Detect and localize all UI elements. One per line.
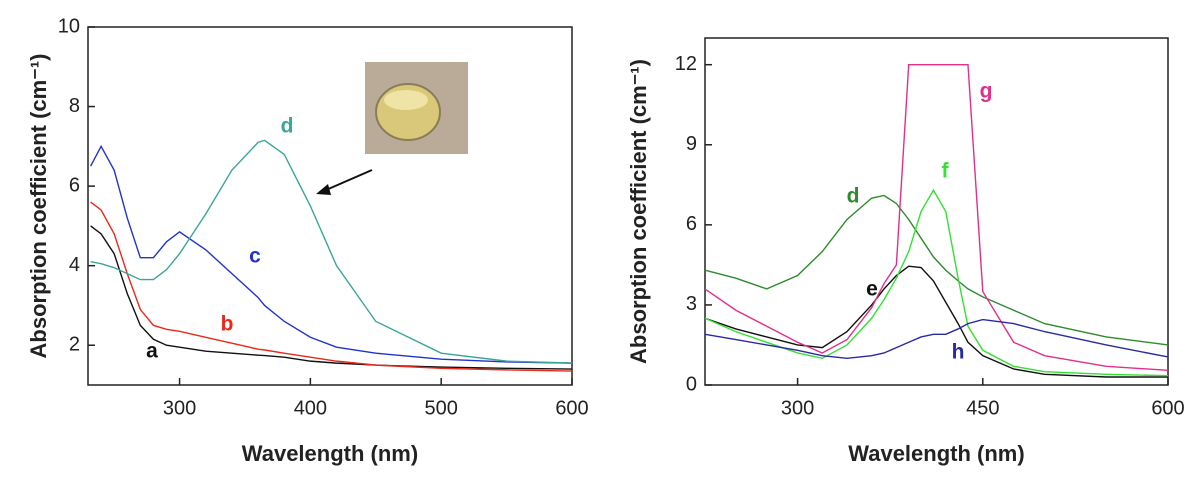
y-tick-label: 4 <box>69 254 80 276</box>
series-line <box>90 139 573 364</box>
y-tick-label: 8 <box>69 95 80 117</box>
y-tick-label: 0 <box>686 373 697 395</box>
series-line <box>704 194 1169 346</box>
y-tick-label: 9 <box>686 133 697 155</box>
series-label: d <box>847 185 860 208</box>
series-label: g <box>980 80 993 103</box>
x-tick-label: 600 <box>555 397 588 419</box>
inset-photo <box>365 62 468 154</box>
x-tick-label: 400 <box>294 397 327 419</box>
x-tick-label: 450 <box>966 397 999 419</box>
y-tick-label: 6 <box>686 213 697 235</box>
arrow-head <box>316 184 331 195</box>
series-label: e <box>866 278 878 301</box>
plot-frame <box>87 26 573 386</box>
x-tick-label: 600 <box>1151 397 1184 419</box>
y-tick-label: 10 <box>58 15 80 37</box>
series-line <box>704 63 1169 372</box>
photo-highlight <box>384 90 428 110</box>
series-label: d <box>281 115 294 138</box>
y-tick-label: 6 <box>69 174 80 196</box>
x-tick-label: 500 <box>425 397 458 419</box>
series-label: a <box>146 340 158 363</box>
series-label: b <box>221 313 234 336</box>
plot-frame <box>704 37 1169 386</box>
series-line <box>704 318 1169 360</box>
series-line <box>90 144 573 364</box>
y-tick-label: 3 <box>686 293 697 315</box>
y-tick-label: 12 <box>675 53 697 75</box>
inset-arrow <box>316 169 373 195</box>
y-axis-label: Absorption coefficient (cm⁻¹) <box>26 54 51 359</box>
series-line <box>704 265 1168 378</box>
arrow-line <box>325 169 373 191</box>
series-label: c <box>249 245 261 268</box>
x-tick-label: 300 <box>781 397 814 419</box>
series-label: f <box>942 160 950 183</box>
series-line <box>704 188 1169 377</box>
series-label: h <box>952 341 965 364</box>
x-tick-label: 300 <box>163 397 196 419</box>
y-axis-label: Absorption coefficient (cm⁻¹) <box>626 59 651 364</box>
x-axis-label: Wavelength (nm) <box>242 441 418 466</box>
x-axis-label: Wavelength (nm) <box>848 441 1024 466</box>
y-tick-label: 2 <box>69 334 80 356</box>
series-line <box>90 225 573 370</box>
